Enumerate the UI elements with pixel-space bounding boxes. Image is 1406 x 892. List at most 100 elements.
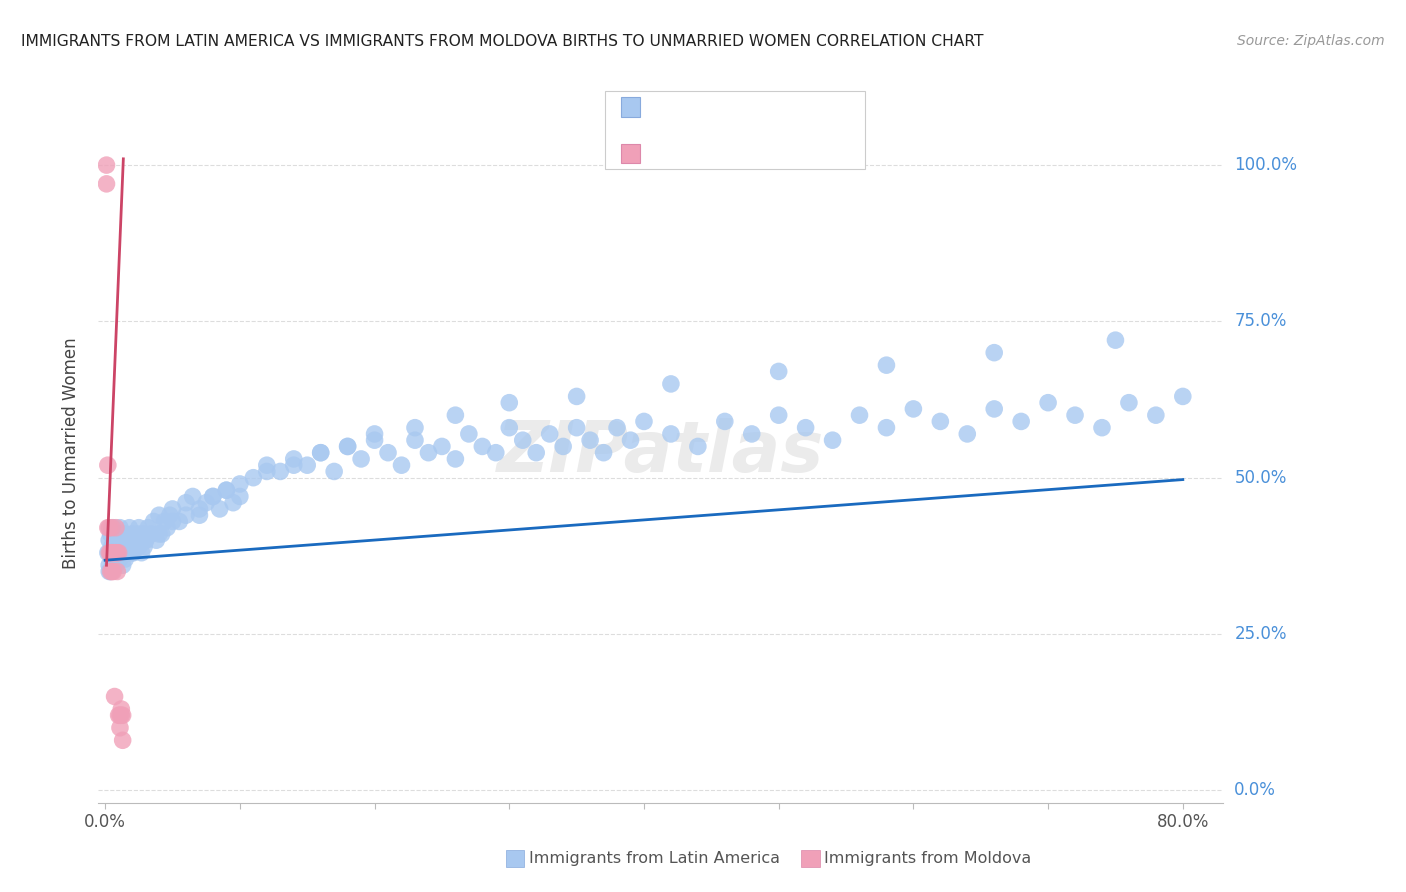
Point — [256, 465, 278, 479]
Text: Immigrants from Latin America: Immigrants from Latin America — [529, 851, 780, 865]
Point — [201, 490, 224, 504]
Point — [131, 546, 153, 560]
Point — [181, 490, 204, 504]
Point — [98, 558, 121, 573]
Point — [135, 533, 157, 548]
Point — [336, 439, 359, 453]
Point — [269, 465, 291, 479]
Point — [104, 558, 127, 573]
Point — [162, 502, 184, 516]
Point — [139, 527, 162, 541]
Point — [114, 552, 136, 566]
Point — [741, 426, 763, 441]
Point — [103, 565, 125, 579]
Point — [101, 540, 124, 554]
Point — [103, 546, 125, 560]
Point — [100, 527, 122, 541]
Point — [101, 521, 124, 535]
Point — [97, 521, 120, 535]
Point — [1010, 414, 1032, 428]
Point — [983, 401, 1005, 416]
Point — [821, 433, 844, 447]
Point — [565, 389, 588, 403]
Point — [167, 515, 190, 529]
Point — [1144, 408, 1167, 422]
Point — [418, 446, 440, 460]
Point — [98, 521, 121, 535]
Text: N =: N = — [737, 145, 776, 163]
Point — [686, 439, 709, 453]
Point — [592, 446, 614, 460]
Point — [148, 527, 170, 541]
Point — [107, 546, 129, 560]
Point — [114, 546, 136, 560]
Point — [121, 546, 143, 560]
Point — [229, 490, 252, 504]
Point — [128, 521, 150, 535]
Point — [201, 490, 224, 504]
Point — [659, 376, 682, 391]
Point — [162, 515, 184, 529]
Text: 0.371: 0.371 — [688, 99, 744, 117]
Point — [256, 458, 278, 473]
Point — [283, 452, 305, 467]
Point — [110, 546, 132, 560]
Point — [136, 521, 159, 535]
Text: 139: 139 — [776, 99, 814, 117]
Point — [215, 483, 238, 498]
Point — [444, 452, 467, 467]
Point — [242, 471, 264, 485]
Point — [125, 540, 148, 554]
Point — [350, 452, 373, 467]
Point — [174, 496, 197, 510]
Point — [103, 558, 125, 573]
Point — [283, 458, 305, 473]
Point — [110, 702, 132, 716]
Point — [485, 446, 508, 460]
Point — [108, 552, 131, 566]
Point — [104, 521, 127, 535]
Y-axis label: Births to Unmarried Women: Births to Unmarried Women — [62, 337, 80, 568]
Point — [111, 527, 134, 541]
Point — [127, 527, 149, 541]
Point — [471, 439, 494, 453]
Point — [135, 533, 157, 548]
Point — [565, 420, 588, 434]
Point — [222, 496, 245, 510]
Point — [150, 527, 173, 541]
Point — [444, 408, 467, 422]
Point — [323, 465, 346, 479]
Point — [122, 546, 145, 560]
Point — [377, 446, 399, 460]
Point — [579, 433, 602, 447]
Text: IMMIGRANTS FROM LATIN AMERICA VS IMMIGRANTS FROM MOLDOVA BIRTHS TO UNMARRIED WOM: IMMIGRANTS FROM LATIN AMERICA VS IMMIGRA… — [21, 34, 984, 49]
Point — [363, 433, 385, 447]
Point — [107, 552, 129, 566]
Point — [111, 733, 134, 747]
Point — [794, 420, 817, 434]
Point — [134, 540, 156, 554]
Point — [108, 708, 131, 723]
Text: ZIPatlas: ZIPatlas — [498, 418, 824, 487]
Point — [215, 483, 238, 498]
Point — [309, 446, 332, 460]
Point — [768, 408, 790, 422]
Point — [97, 458, 120, 473]
Point — [188, 502, 211, 516]
Point — [112, 546, 135, 560]
Point — [103, 533, 125, 548]
Point — [195, 496, 218, 510]
Point — [512, 433, 534, 447]
Point — [103, 546, 125, 560]
Point — [128, 540, 150, 554]
Point — [553, 439, 575, 453]
Point — [98, 546, 121, 560]
Text: Source: ZipAtlas.com: Source: ZipAtlas.com — [1237, 34, 1385, 48]
Point — [104, 546, 127, 560]
Point — [457, 426, 479, 441]
Point — [96, 177, 118, 191]
Text: 27: 27 — [776, 145, 801, 163]
Point — [659, 426, 682, 441]
Point — [108, 521, 131, 535]
Point — [107, 546, 129, 560]
